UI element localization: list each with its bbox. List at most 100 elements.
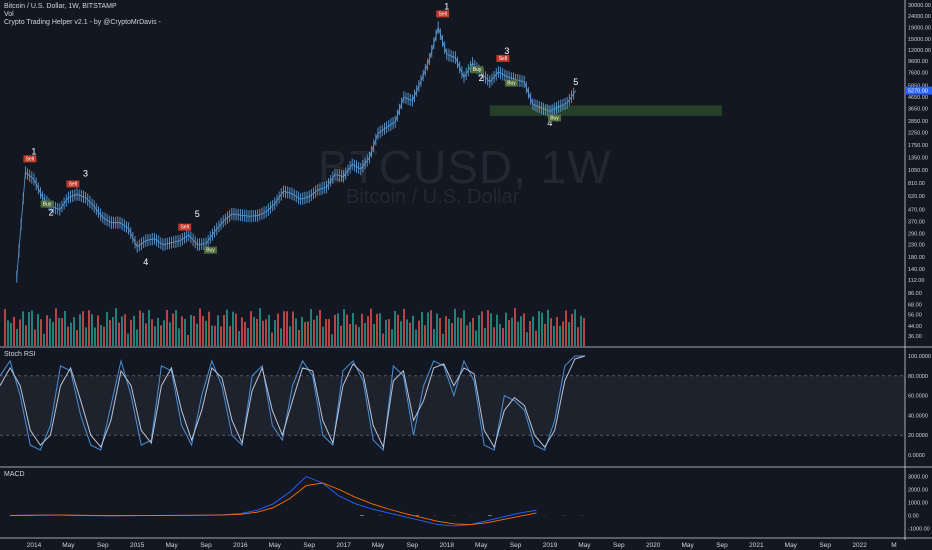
volume-bar xyxy=(211,325,213,346)
volume-bar xyxy=(442,333,444,346)
volume-bar xyxy=(157,317,159,346)
volume-bar xyxy=(388,319,390,346)
volume-bar xyxy=(4,309,6,346)
volume-bar xyxy=(448,318,450,346)
volume-bar xyxy=(499,323,501,346)
volume-bar xyxy=(553,325,555,346)
stoch-tick-label: 60.0000 xyxy=(908,394,928,400)
time-tick-label: Sep xyxy=(819,542,831,549)
time-tick-label: Sep xyxy=(97,542,109,549)
volume-bar xyxy=(373,323,375,346)
watermark-ticker: BTCUSD, 1W xyxy=(318,141,612,193)
symbol-title: Bitcoin / U.S. Dollar, 1W, BITSTAMP xyxy=(4,3,117,10)
volume-bar xyxy=(559,325,561,346)
volume-bar xyxy=(55,308,57,346)
volume-bar xyxy=(520,316,522,346)
macd-histogram-bar xyxy=(487,515,492,516)
volume-bar xyxy=(409,322,411,346)
volume-bar xyxy=(379,313,381,346)
volume-bar xyxy=(253,317,255,346)
volume-bar xyxy=(85,327,87,346)
wave-label: 5 xyxy=(573,77,578,87)
volume-bar xyxy=(187,335,189,346)
volume-bar xyxy=(202,316,204,346)
sell-signal-tag xyxy=(436,10,450,18)
time-tick-label: May xyxy=(62,542,75,549)
volume-bar xyxy=(160,325,162,346)
volume-bar xyxy=(496,314,498,346)
stoch-band xyxy=(0,375,905,436)
volume-bar xyxy=(166,309,168,346)
volume-bar xyxy=(154,326,156,346)
volume-bar xyxy=(352,312,354,346)
volume-bar xyxy=(487,310,489,346)
volume-bar xyxy=(355,324,357,346)
time-tick-label: 2016 xyxy=(233,542,248,549)
volume-bar xyxy=(430,310,432,346)
macd-tick-label: 2000.00 xyxy=(908,488,928,494)
volume-bar xyxy=(460,318,462,346)
volume-bar xyxy=(133,315,135,346)
wave-label: 3 xyxy=(83,168,88,178)
macd-tick-label: 1000.00 xyxy=(908,501,928,507)
volume-bar xyxy=(493,327,495,346)
time-tick-label: 2018 xyxy=(440,542,455,549)
price-tick-label: 620.00 xyxy=(908,194,925,200)
time-tick-label: 2020 xyxy=(646,542,661,549)
price-tick-label: 290.00 xyxy=(908,231,925,237)
stoch-rsi-pane[interactable] xyxy=(0,355,905,452)
volume-bar xyxy=(484,327,486,346)
volume-bar xyxy=(286,311,288,346)
macd-pane[interactable] xyxy=(9,475,584,527)
volume-bar xyxy=(544,323,546,346)
volume-bar xyxy=(397,314,399,346)
volume-bar xyxy=(472,317,474,346)
volume-bar xyxy=(346,314,348,346)
volume-bar xyxy=(118,322,120,346)
volume-bar xyxy=(49,318,51,346)
time-tick-label: Sep xyxy=(303,542,315,549)
volume-bar xyxy=(175,309,177,346)
volume-bar xyxy=(394,310,396,346)
price-tick-label: 370.00 xyxy=(908,219,925,225)
volume-bar xyxy=(235,313,237,346)
volume-bar xyxy=(244,321,246,346)
time-tick-label: Sep xyxy=(510,542,522,549)
volume-bar xyxy=(31,310,33,346)
price-pane[interactable]: 1 2 3 4 5 1 2 3 4 5 Sell Buy Sell Sell Buy Sell Buy Sell B… xyxy=(4,1,722,346)
signal-label: Sell xyxy=(181,225,189,231)
volume-bar xyxy=(436,313,438,346)
volume-bar xyxy=(505,312,507,346)
volume-bar xyxy=(7,320,9,346)
volume-bar xyxy=(184,319,186,346)
wave-label: 1 xyxy=(444,1,449,11)
price-tick-label: 24000.00 xyxy=(908,14,931,20)
volume-bar xyxy=(574,309,576,346)
volume-bar xyxy=(193,315,195,346)
current-price-label: 5270.00 xyxy=(908,89,928,95)
time-tick-label: May xyxy=(372,542,385,549)
volume-bar xyxy=(469,322,471,346)
signal-label: Buy xyxy=(550,115,559,121)
volume-bar xyxy=(358,327,360,346)
stoch-k-line xyxy=(0,355,585,452)
volume-bar xyxy=(475,330,477,346)
volume-bar xyxy=(196,323,198,346)
volume-bar xyxy=(310,309,312,346)
price-tick-label: 4650.00 xyxy=(908,95,928,101)
price-tick-label: 470.00 xyxy=(908,208,925,214)
volume-bar xyxy=(259,308,261,346)
volume-bar xyxy=(535,330,537,346)
volume-bar xyxy=(556,317,558,346)
volume-bar xyxy=(46,315,48,346)
volume-bar xyxy=(532,316,534,346)
volume-bar xyxy=(205,320,207,346)
time-tick-label: 2021 xyxy=(749,542,764,549)
wave-label: 4 xyxy=(143,257,148,267)
price-tick-label: 15000.00 xyxy=(908,37,931,43)
volume-bar xyxy=(427,312,429,346)
price-tick-label: 1750.00 xyxy=(908,143,928,149)
volume-bar xyxy=(328,319,330,346)
volume-bar xyxy=(97,315,99,346)
